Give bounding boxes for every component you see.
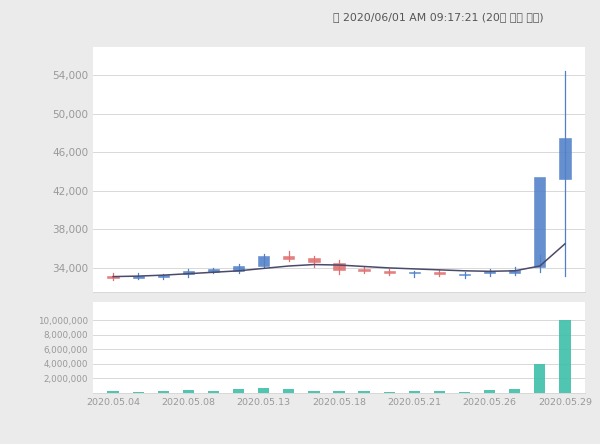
Text: ⏱ 2020/06/01 AM 09:17:21 (20분 지연 정보): ⏱ 2020/06/01 AM 09:17:21 (20분 지연 정보): [332, 12, 544, 23]
Bar: [509, 270, 520, 273]
Bar: [208, 269, 219, 272]
Bar: [334, 263, 344, 270]
Bar: [484, 271, 495, 273]
Bar: [358, 392, 370, 393]
Bar: [183, 390, 194, 393]
Bar: [107, 392, 119, 393]
Bar: [283, 389, 295, 393]
Bar: [258, 388, 269, 393]
Bar: [383, 392, 395, 393]
Bar: [459, 392, 470, 393]
Bar: [459, 274, 470, 275]
Bar: [484, 390, 495, 393]
Bar: [308, 391, 320, 393]
Bar: [133, 392, 144, 393]
Bar: [434, 272, 445, 274]
Bar: [534, 178, 545, 267]
Bar: [509, 388, 520, 393]
Bar: [283, 256, 295, 259]
Bar: [233, 266, 244, 271]
Bar: [559, 320, 571, 393]
Bar: [383, 271, 395, 273]
Bar: [534, 364, 545, 393]
Bar: [233, 389, 244, 393]
Bar: [308, 258, 320, 262]
Bar: [158, 275, 169, 277]
Bar: [208, 391, 219, 393]
Bar: [409, 391, 420, 393]
Bar: [334, 391, 344, 393]
Bar: [358, 269, 370, 271]
Bar: [107, 276, 119, 278]
Bar: [409, 272, 420, 273]
Bar: [133, 276, 144, 278]
Bar: [434, 392, 445, 393]
Bar: [258, 256, 269, 266]
Bar: [559, 138, 571, 179]
Bar: [183, 271, 194, 274]
Bar: [158, 391, 169, 393]
